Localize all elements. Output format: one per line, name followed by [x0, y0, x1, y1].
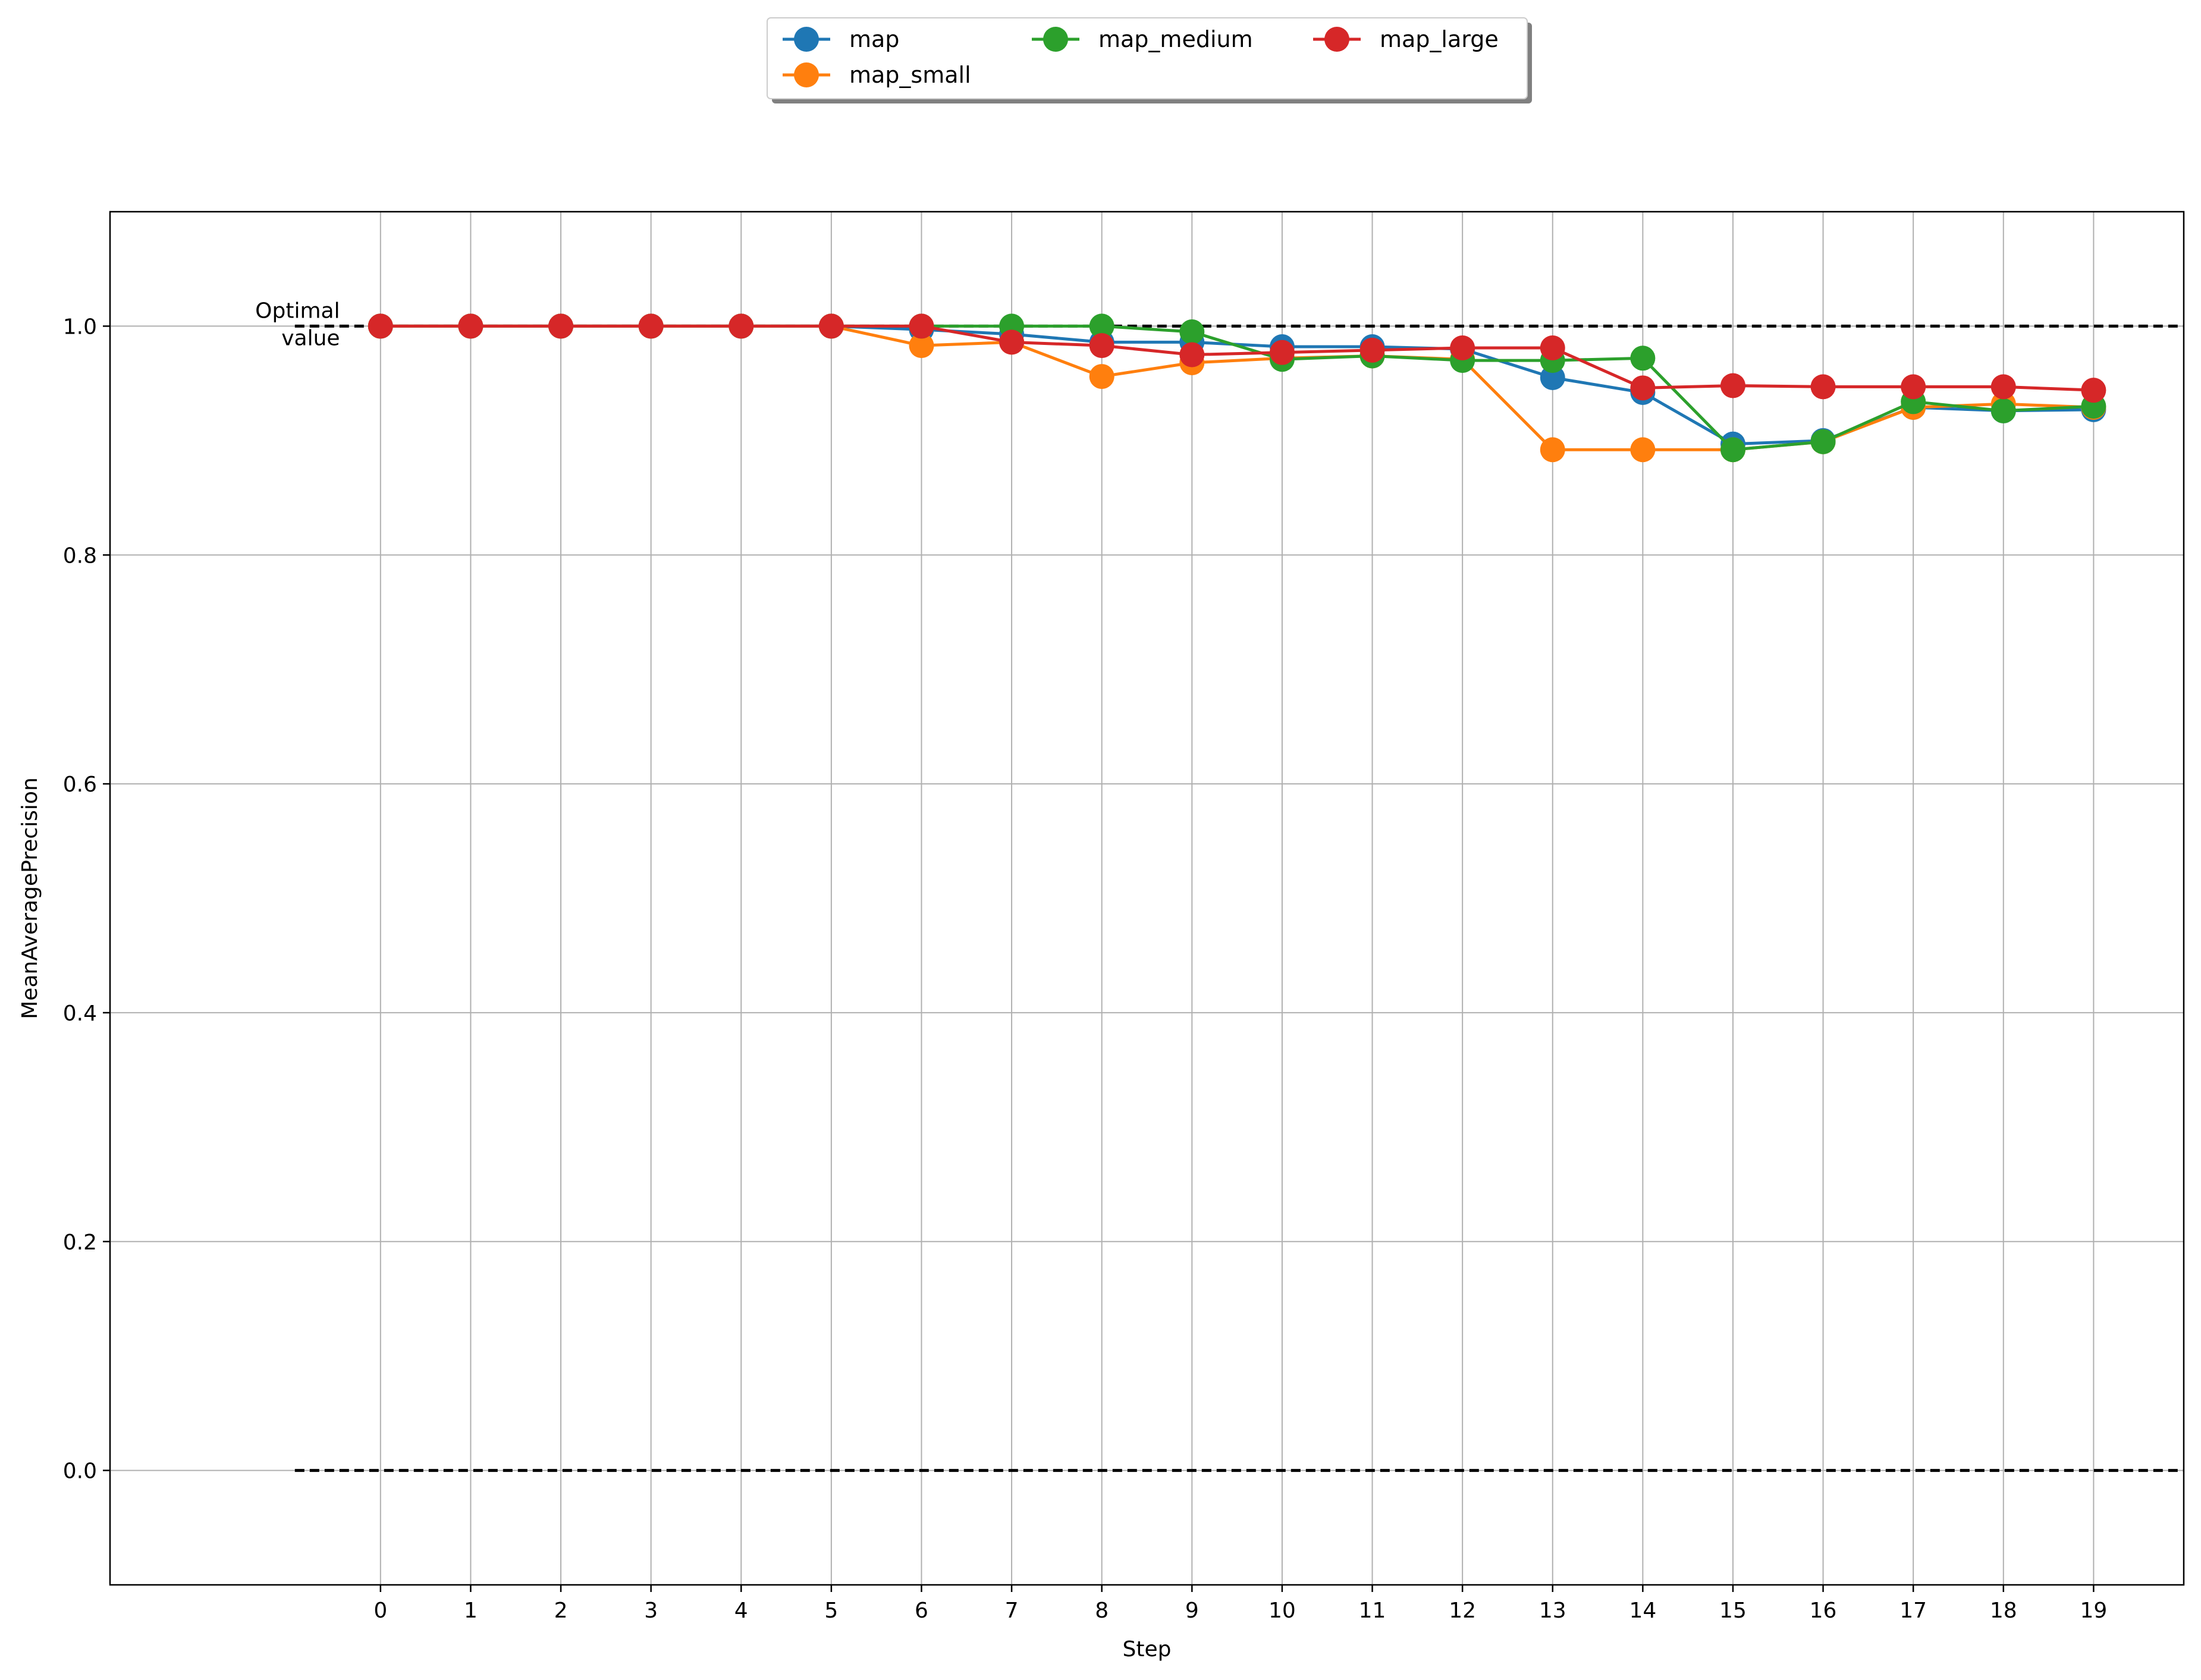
x-tick-label: 17: [1899, 1599, 1927, 1623]
x-tick-label: 0: [373, 1599, 387, 1623]
data-point: [1990, 374, 2016, 400]
data-point: [1630, 346, 1656, 371]
x-tick-label: 15: [1719, 1599, 1747, 1623]
x-tick-label: 13: [1539, 1599, 1566, 1623]
data-point: [1089, 364, 1114, 390]
plot-frame: [109, 211, 2185, 1586]
y-axis-label: MeanAveragePrecision: [18, 777, 42, 1019]
y-tick-label: 0.6: [63, 773, 97, 797]
data-point: [2081, 378, 2106, 403]
series-group: [368, 313, 2106, 463]
data-point: [1540, 335, 1565, 360]
data-point: [999, 329, 1025, 355]
x-tick-label: 1: [464, 1599, 478, 1623]
legend-label: map_small: [849, 62, 971, 88]
legend-label: map_medium: [1098, 26, 1253, 52]
data-point: [1810, 374, 1836, 400]
legend-label: map_large: [1380, 26, 1499, 52]
data-point: [818, 313, 844, 339]
x-tick-label: 11: [1359, 1599, 1386, 1623]
x-tick-label: 5: [824, 1599, 838, 1623]
x-tick-label: 4: [734, 1599, 748, 1623]
x-tick-label: 14: [1629, 1599, 1656, 1623]
y-tick-label: 0.2: [63, 1230, 97, 1255]
data-point: [458, 313, 483, 339]
data-point: [1990, 398, 2016, 423]
data-point: [1089, 313, 1114, 339]
data-point: [1179, 342, 1205, 368]
data-point: [1810, 429, 1836, 454]
x-tick-label: 19: [2080, 1599, 2107, 1623]
legend: map map_small map_medium map_large: [767, 17, 1532, 103]
y-tick-label: 0.0: [63, 1459, 97, 1484]
x-tick-label: 2: [554, 1599, 568, 1623]
data-point: [1540, 365, 1565, 391]
x-tick-label: 10: [1269, 1599, 1296, 1623]
data-point: [1359, 337, 1385, 363]
data-point: [1901, 374, 1926, 400]
y-tick-label: 1.0: [63, 315, 97, 339]
x-tick-label: 7: [1005, 1599, 1019, 1623]
x-axis-label: Step: [1123, 1637, 1172, 1662]
x-tick-label: 18: [1990, 1599, 2017, 1623]
data-point: [909, 333, 934, 359]
legend-label: map: [849, 26, 899, 52]
data-point: [1630, 437, 1656, 463]
data-point: [638, 313, 664, 339]
reference-line-label: value: [281, 326, 340, 350]
legend-marker: [794, 62, 819, 87]
series-line: [380, 324, 2094, 392]
legend-marker: [1324, 27, 1349, 52]
grid-lines: [110, 212, 2184, 1585]
data-point: [1720, 373, 1745, 398]
data-point: [548, 313, 574, 339]
x-tick-label: 9: [1185, 1599, 1199, 1623]
data-point: [1540, 437, 1565, 463]
legend-marker: [1043, 27, 1068, 52]
x-tick-label: 8: [1095, 1599, 1109, 1623]
data-point: [1630, 375, 1656, 401]
x-tick-label: 6: [915, 1599, 928, 1623]
data-point: [1179, 319, 1205, 345]
y-tick-label: 0.4: [63, 1001, 97, 1026]
data-point: [1450, 335, 1475, 360]
reference-line-label: Optimal: [255, 299, 340, 323]
data-point: [1089, 333, 1114, 359]
x-tick-label: 16: [1810, 1599, 1837, 1623]
data-point: [1720, 437, 1745, 463]
legend-marker: [794, 27, 819, 52]
axis-ticks: 0 1 2 3 4 5 6 7 8 9 10 11 12 13 14 15 16 17 18 190.00.20.40…: [63, 315, 2108, 1623]
series-map_large: [368, 313, 2106, 403]
y-tick-label: 0.8: [63, 544, 97, 568]
data-point: [909, 313, 934, 339]
data-point: [368, 313, 393, 339]
data-point: [1269, 340, 1295, 365]
x-tick-label: 12: [1449, 1599, 1476, 1623]
data-point: [729, 313, 754, 339]
x-tick-label: 3: [644, 1599, 658, 1623]
